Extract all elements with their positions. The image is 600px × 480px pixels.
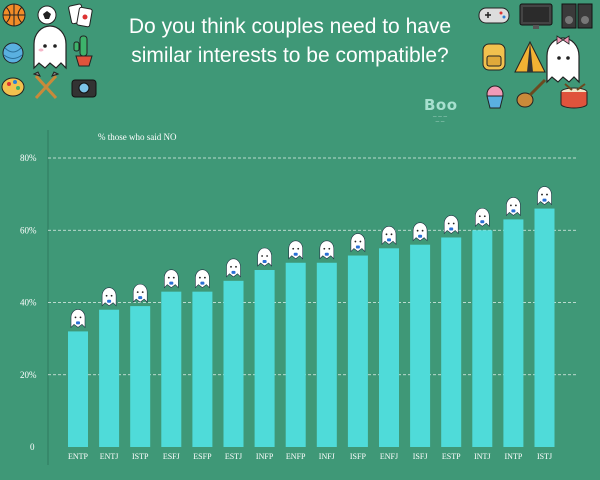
x-tick-label: INFP bbox=[256, 452, 274, 461]
cupcake-icon bbox=[486, 85, 504, 109]
y-tick-label: 80% bbox=[20, 153, 37, 163]
garden-tools-icon bbox=[32, 71, 60, 100]
ghost-marker-icon bbox=[70, 309, 86, 329]
ghost-marker-icon bbox=[164, 269, 179, 289]
ghost-marker-icon bbox=[506, 197, 521, 217]
x-tick-label: ESFJ bbox=[163, 452, 180, 461]
bar-enfp bbox=[285, 262, 306, 447]
ghost-marker-icon bbox=[101, 287, 117, 307]
x-tick-label: ENFJ bbox=[380, 452, 398, 461]
bar-entj bbox=[99, 309, 120, 447]
ghost-marker-icon bbox=[475, 208, 490, 227]
cactus-icon bbox=[73, 35, 93, 67]
ghost-marker-icon bbox=[412, 222, 428, 242]
brand-logo: Boo — — — — — bbox=[424, 96, 458, 124]
x-tick-label: ENTP bbox=[68, 452, 89, 461]
drum-icon bbox=[560, 83, 588, 109]
x-tick-label: ISFJ bbox=[413, 452, 428, 461]
brand-tagline: — — — — — bbox=[432, 114, 448, 124]
x-tick-label: ESTJ bbox=[225, 452, 242, 461]
bar-entp bbox=[68, 331, 88, 447]
bar-intj bbox=[472, 230, 493, 447]
x-tick-label: ESFP bbox=[193, 452, 212, 461]
x-tick-label: ENFP bbox=[286, 452, 306, 461]
x-tick-label: ISTP bbox=[132, 452, 149, 461]
chart-subtitle: % those who said NO bbox=[98, 132, 177, 142]
bar-infj bbox=[316, 262, 337, 447]
x-tick-label: ESTP bbox=[442, 452, 461, 461]
backpack-icon bbox=[482, 43, 506, 71]
bar-esfj bbox=[161, 291, 182, 447]
bar-infp bbox=[254, 269, 275, 447]
x-tick-label: INFJ bbox=[319, 452, 335, 461]
bar-intp bbox=[503, 219, 524, 447]
y-tick-label: 60% bbox=[20, 225, 37, 235]
bar-enfj bbox=[379, 248, 399, 447]
bar-esfp bbox=[192, 291, 213, 447]
soccer-ball-icon bbox=[37, 5, 57, 25]
ghost-marker-icon bbox=[443, 215, 459, 235]
tent-icon bbox=[514, 40, 546, 73]
x-tick-label: INTJ bbox=[474, 452, 490, 461]
ghost-mascot-icon bbox=[33, 25, 67, 70]
guitar-icon bbox=[516, 78, 547, 108]
bar-estp bbox=[441, 237, 462, 447]
bar-istp bbox=[130, 306, 151, 447]
y-tick-label: 40% bbox=[20, 298, 37, 308]
ghost-marker-icon bbox=[350, 233, 366, 253]
x-tick-label: ENTJ bbox=[100, 452, 119, 461]
right-icon-cluster bbox=[478, 3, 593, 109]
x-tick-label: ISFP bbox=[350, 452, 367, 461]
x-tick-label: ISTJ bbox=[537, 452, 552, 461]
basketball-icon bbox=[2, 3, 26, 27]
cards-icon bbox=[68, 3, 93, 28]
ghost-marker-icon bbox=[132, 283, 148, 303]
ghost-marker-icon bbox=[195, 269, 210, 289]
palette-icon bbox=[1, 77, 25, 97]
ghost-marker-icon bbox=[288, 240, 303, 260]
y-tick-label: 0 bbox=[30, 442, 35, 452]
speaker-icon bbox=[561, 3, 593, 29]
camera-icon bbox=[71, 79, 97, 98]
ghost-marker-icon bbox=[381, 226, 397, 246]
yarn-ball-icon bbox=[2, 42, 24, 64]
ghost-marker-icon bbox=[257, 247, 272, 267]
monitor-icon bbox=[519, 3, 553, 29]
left-icon-cluster bbox=[1, 3, 97, 100]
x-tick-label: INTP bbox=[505, 452, 523, 461]
gamepad-icon bbox=[478, 7, 510, 24]
bar-estj bbox=[223, 280, 244, 447]
page-title: Do you think couples need to have simila… bbox=[128, 15, 452, 67]
ghost-mascot-bow-icon bbox=[546, 35, 580, 84]
ghost-marker-icon bbox=[319, 240, 335, 260]
ghost-marker-icon bbox=[537, 186, 552, 206]
bar-isfp bbox=[347, 255, 368, 447]
y-tick-label: 20% bbox=[20, 370, 37, 380]
ghost-marker-icon bbox=[226, 258, 241, 278]
brand-name: Boo bbox=[424, 96, 458, 114]
bar-isfj bbox=[410, 244, 431, 447]
bar-istj bbox=[534, 208, 555, 447]
